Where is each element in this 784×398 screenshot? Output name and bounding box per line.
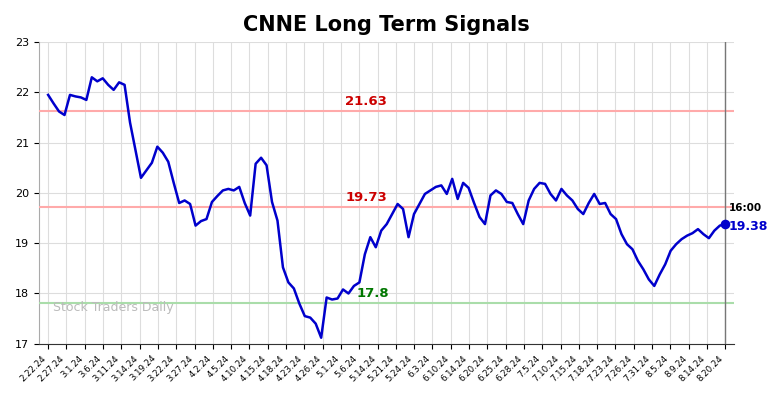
Text: 21.63: 21.63	[346, 96, 387, 109]
Text: 19.38: 19.38	[729, 220, 768, 233]
Point	[719, 221, 731, 227]
Title: CNNE Long Term Signals: CNNE Long Term Signals	[243, 15, 530, 35]
Text: Stock Traders Daily: Stock Traders Daily	[53, 300, 173, 314]
Text: 16:00: 16:00	[729, 203, 762, 213]
Text: 17.8: 17.8	[357, 287, 390, 300]
Text: 19.73: 19.73	[346, 191, 387, 204]
